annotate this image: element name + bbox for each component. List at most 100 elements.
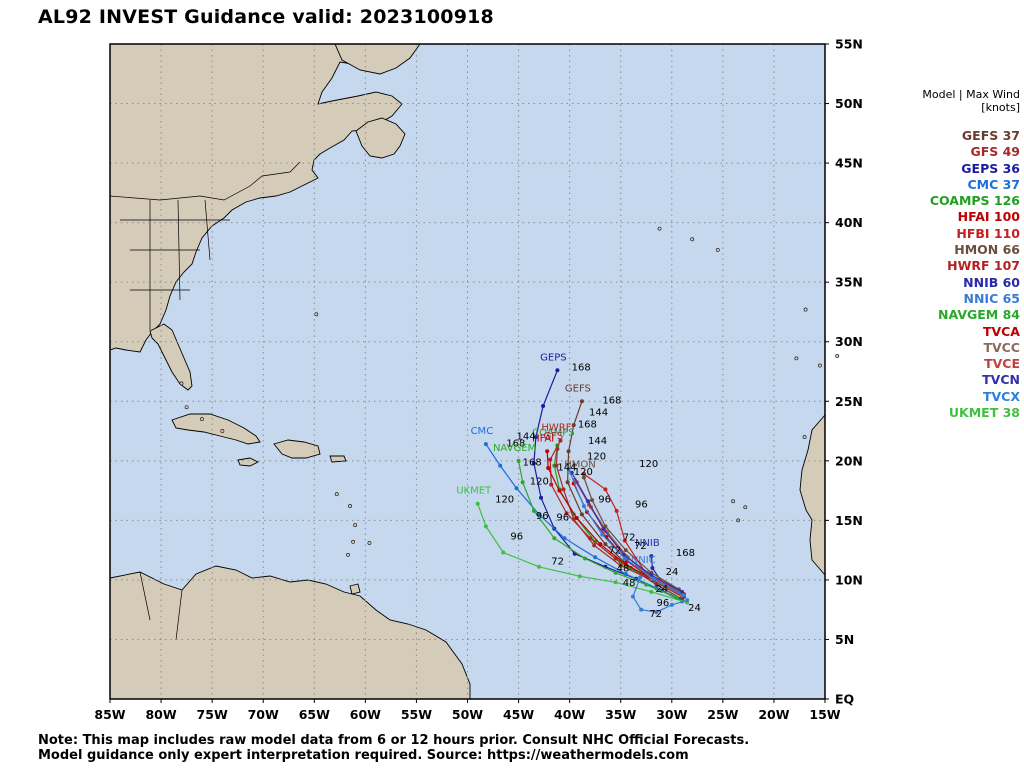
forecast-hour-label: 96 [635,499,648,510]
track-point [574,515,579,520]
forecast-hour-label: 96 [598,495,611,506]
x-tick-label: 15W [809,707,840,722]
legend-item: TVCE [984,356,1020,372]
track-point [561,487,566,492]
track-model-label: NNIB [635,538,660,549]
forecast-hour-label: 144 [589,408,608,419]
x-tick-label: 25W [707,707,738,722]
track-point [649,554,654,559]
track-point [582,556,587,561]
y-tick-label: 30N [835,334,863,349]
africa-coast [799,414,825,576]
track-model-label: HFAI [532,433,554,444]
florida-peninsula [149,323,193,391]
legend-item: HWRF 107 [947,258,1020,274]
island [367,541,372,545]
track-point [613,570,618,575]
track-ukmet: UKMET 72 96 120 [456,486,690,605]
puerto-rico-island [329,455,347,463]
island [803,307,808,312]
x-tick-label: 45W [503,707,534,722]
track-point [586,499,591,504]
forecast-hour-label: 120 [587,452,606,463]
track-hmon: HMON [564,459,681,592]
track-point [579,399,584,404]
track-point [483,524,488,529]
track-point [650,566,655,570]
track-point [548,457,553,462]
track-point [669,602,674,607]
track-point [581,475,586,480]
track-point [566,449,571,454]
y-tick-label: 15N [835,513,863,528]
track-gefs: GEFS 168 [565,383,684,601]
island [334,492,339,497]
legend-item: CMC 37 [967,176,1020,192]
island [314,312,319,317]
page-title: AL92 INVEST Guidance valid: 2023100918 [38,6,494,28]
footer-note: Note: This map includes raw model data f… [38,733,749,763]
island [715,248,720,252]
x-tick-label: 40W [554,707,585,722]
lat-lon-grid [110,44,825,699]
legend-item: NNIB 60 [963,274,1020,290]
land-layer [110,44,825,699]
island [657,226,662,231]
track-line [583,477,680,590]
map-axes: 85W 80W 75W 70W 65W 60W 55W 50W 45W 40W 35W 30W 25W 2… [94,37,862,723]
x-tick-label: 70W [248,707,279,722]
forecast-hour-label: 72 [608,546,621,557]
legend-item: GEPS 36 [961,160,1020,176]
track-tvcx [566,467,687,598]
track-hour-label: 168 [676,548,695,559]
y-tick-label: 35N [835,275,863,290]
track-point [566,467,571,472]
forecast-hour-label: 120 [639,459,658,470]
legend-item: GEFS 37 [961,128,1020,143]
track-point [639,607,644,612]
track-point [520,480,525,485]
state-borders [120,199,230,330]
forecast-hour-label: 120 [530,477,549,488]
island [817,363,822,368]
track-point [571,517,576,522]
track-hour-label: 72 [551,556,564,567]
track-point [577,574,582,579]
track-point [598,542,603,547]
legend-item: COAMPS 126 [929,193,1020,209]
x-tick-label: 30W [656,707,687,722]
x-tick-label: 80W [145,707,176,722]
island [353,523,358,528]
track-point [593,555,598,560]
central-america-borders [139,571,183,641]
forecast-hour-label: 96 [556,512,569,523]
track-point [516,458,521,463]
track-point [592,543,597,548]
track-point [630,594,635,599]
track-line [571,472,683,593]
y-tick-label: 25N [835,394,863,409]
forecast-hour-label: 144 [517,431,536,442]
track-point [581,471,586,476]
track-model-label: GFS [544,431,564,442]
island [346,553,350,557]
track-point [555,368,560,373]
track-point [545,449,550,454]
track-model-label: GEFS [565,383,591,394]
track-point [622,538,627,543]
track-model-label: NNIC [631,555,656,566]
forecast-hour-label: 24 [666,567,679,578]
track-point [537,564,541,569]
track-point [623,548,628,553]
track-point [682,593,687,598]
track-point [533,435,538,439]
track-point [555,446,560,451]
track-point [674,595,679,600]
forecast-hour-label: 168 [578,419,597,430]
x-tick-label: 35W [605,707,636,722]
forecast-hour-label: 24 [688,603,701,614]
track-hour-label: 168 [506,439,525,450]
island [348,504,352,508]
track-hour-label: 120 [495,495,514,506]
